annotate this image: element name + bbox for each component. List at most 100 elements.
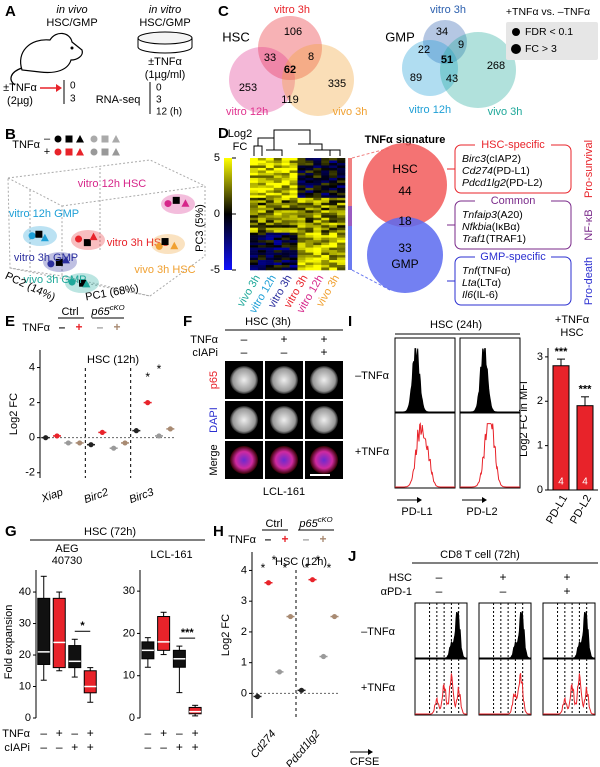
legend-symbol xyxy=(164,200,172,208)
legend-symbol xyxy=(101,135,109,143)
label: * xyxy=(327,561,332,575)
label: RNA-seq xyxy=(96,94,141,106)
heatmap-cell xyxy=(297,177,306,181)
heatmap-cell xyxy=(289,242,298,246)
heatmap-cell xyxy=(321,165,330,169)
label: 30 xyxy=(19,617,31,629)
label: *** xyxy=(579,384,593,396)
heatmap-cell xyxy=(297,245,306,248)
heatmap-cell xyxy=(257,177,267,181)
heatmap-cell xyxy=(305,172,314,176)
heatmap-cell xyxy=(257,232,267,236)
signature-bar xyxy=(348,226,352,270)
label: vivo 3h xyxy=(333,106,368,118)
heatmap-cell xyxy=(289,232,298,236)
heatmap-cell xyxy=(281,215,290,219)
label: 0 xyxy=(537,484,543,496)
heatmap-cell xyxy=(257,195,267,199)
text-part: (TNFα) xyxy=(477,265,510,277)
label: – xyxy=(176,726,183,740)
heatmap-cell xyxy=(305,215,314,219)
heatmap-cell xyxy=(321,215,330,219)
text-part: Pdcd1lg2 xyxy=(462,177,506,189)
heatmap-cell xyxy=(257,182,267,186)
heatmap-cell xyxy=(257,185,267,189)
box xyxy=(37,597,51,665)
heatmap-cell xyxy=(281,212,290,216)
heatmap-cell xyxy=(250,200,259,204)
venn-count: 22 xyxy=(418,44,430,56)
heatmap-cell xyxy=(313,200,322,204)
heatmap-cell xyxy=(281,190,290,194)
dendrogram xyxy=(253,129,341,156)
heatmap-cell xyxy=(305,197,314,201)
label: Xiap xyxy=(39,486,65,505)
label: 0 xyxy=(29,432,35,444)
heatmap-cell xyxy=(305,195,314,199)
label: vitro 3h GMP xyxy=(14,252,78,264)
heatmap-cell xyxy=(321,257,330,261)
heatmap-cell xyxy=(265,165,275,169)
cell xyxy=(270,366,298,394)
text-part: (PD-L1) xyxy=(493,165,530,177)
heatmap-cell xyxy=(337,240,346,243)
label: αPD-1 xyxy=(381,586,412,598)
heatmap-cell xyxy=(305,262,314,266)
heatmap-cell xyxy=(257,220,267,224)
heatmap-cell xyxy=(337,245,346,248)
heatmap-cell xyxy=(289,182,298,186)
heatmap-cell xyxy=(289,160,298,164)
label: 44 xyxy=(398,184,412,198)
dot xyxy=(77,440,83,446)
heatmap-cell xyxy=(281,250,290,253)
heatmap-cell xyxy=(329,158,338,161)
dot xyxy=(276,669,283,675)
label: * xyxy=(261,561,266,575)
label: + xyxy=(281,532,288,546)
histogram xyxy=(415,611,467,659)
heatmap-cell xyxy=(313,267,322,271)
heatmap-cell xyxy=(289,265,298,268)
venn-count: 106 xyxy=(284,26,302,38)
legend-symbol xyxy=(76,148,84,156)
heatmap-cell xyxy=(321,167,330,171)
label: HSC/GMP xyxy=(46,17,97,29)
heatmap-cell xyxy=(273,222,282,226)
heatmap-cell xyxy=(305,185,314,189)
heatmap-cell xyxy=(297,192,306,196)
heatmap-cell xyxy=(250,195,259,199)
label: (1µg/ml) xyxy=(145,69,186,81)
legend-symbol xyxy=(90,135,98,143)
heatmap-cell xyxy=(337,237,346,241)
heatmap-cell xyxy=(250,170,259,174)
heatmap-cell xyxy=(281,170,290,174)
heatmap-cell xyxy=(337,252,346,256)
label: + xyxy=(44,146,50,158)
label: Birc2 xyxy=(82,486,110,506)
heatmap-cell xyxy=(265,170,275,174)
label: * xyxy=(283,561,288,575)
heatmap-cell xyxy=(273,242,282,246)
heatmap-cell xyxy=(273,230,282,233)
heatmap-cell xyxy=(297,217,306,221)
heatmap-cell xyxy=(265,210,275,214)
heatmap-cell xyxy=(329,222,338,226)
heatmap-cell xyxy=(313,205,322,209)
heatmap-cell xyxy=(321,255,330,258)
heatmap-cell xyxy=(329,245,338,248)
heatmap-cell xyxy=(257,190,267,194)
heatmap-cell xyxy=(305,227,314,231)
venn-circle xyxy=(367,217,443,293)
text-part: Tnfaip3 xyxy=(462,209,497,221)
heatmap-cell xyxy=(321,207,330,211)
label: Log2 xyxy=(228,128,252,140)
heatmap-cell xyxy=(337,227,346,231)
label: GMP xyxy=(385,29,415,44)
dot xyxy=(54,433,60,439)
bar xyxy=(552,365,570,491)
heatmap-cell xyxy=(257,197,267,201)
heatmap-cell xyxy=(257,237,267,241)
legend-symbol xyxy=(83,239,91,247)
colorbar xyxy=(224,158,232,270)
label: CFSE xyxy=(350,756,379,767)
